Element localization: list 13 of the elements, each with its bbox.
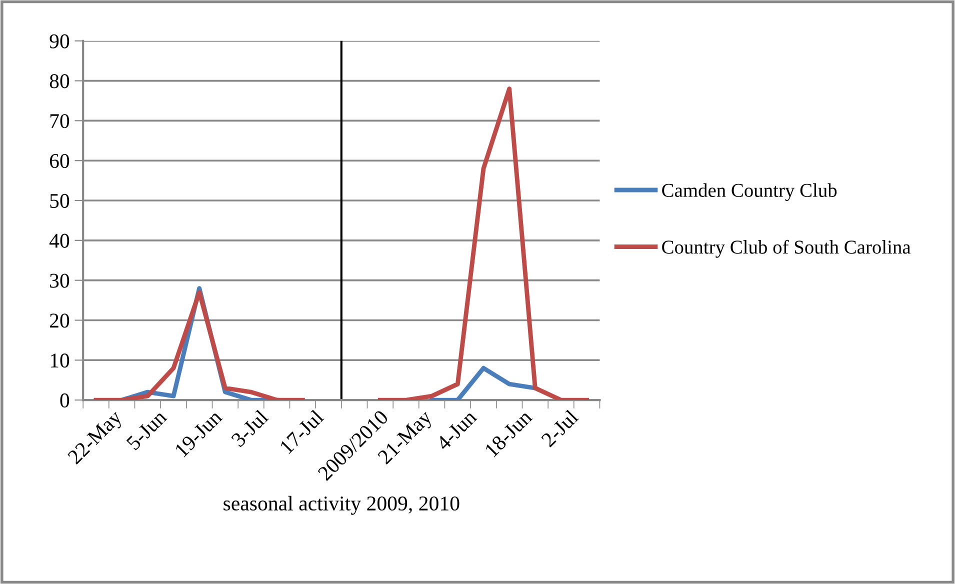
x-axis-title: seasonal activity 2009, 2010 [224, 496, 460, 515]
y-tick-label: 70 [50, 114, 70, 128]
y-tick-label: 30 [50, 274, 70, 288]
legend-label: Country Club of South Carolina [662, 240, 911, 258]
y-tick-label: 20 [50, 314, 70, 328]
y-tick-label: 90 [50, 34, 70, 48]
y-tick-label: 80 [50, 74, 70, 88]
legend-label: Camden Country Club [662, 183, 837, 201]
y-tick-label: 60 [50, 154, 70, 168]
y-tick-label: 40 [49, 234, 70, 248]
y-tick-label: 10 [50, 354, 70, 368]
y-tick-label: 0 [60, 393, 70, 408]
y-tick-label: 50 [50, 194, 70, 208]
